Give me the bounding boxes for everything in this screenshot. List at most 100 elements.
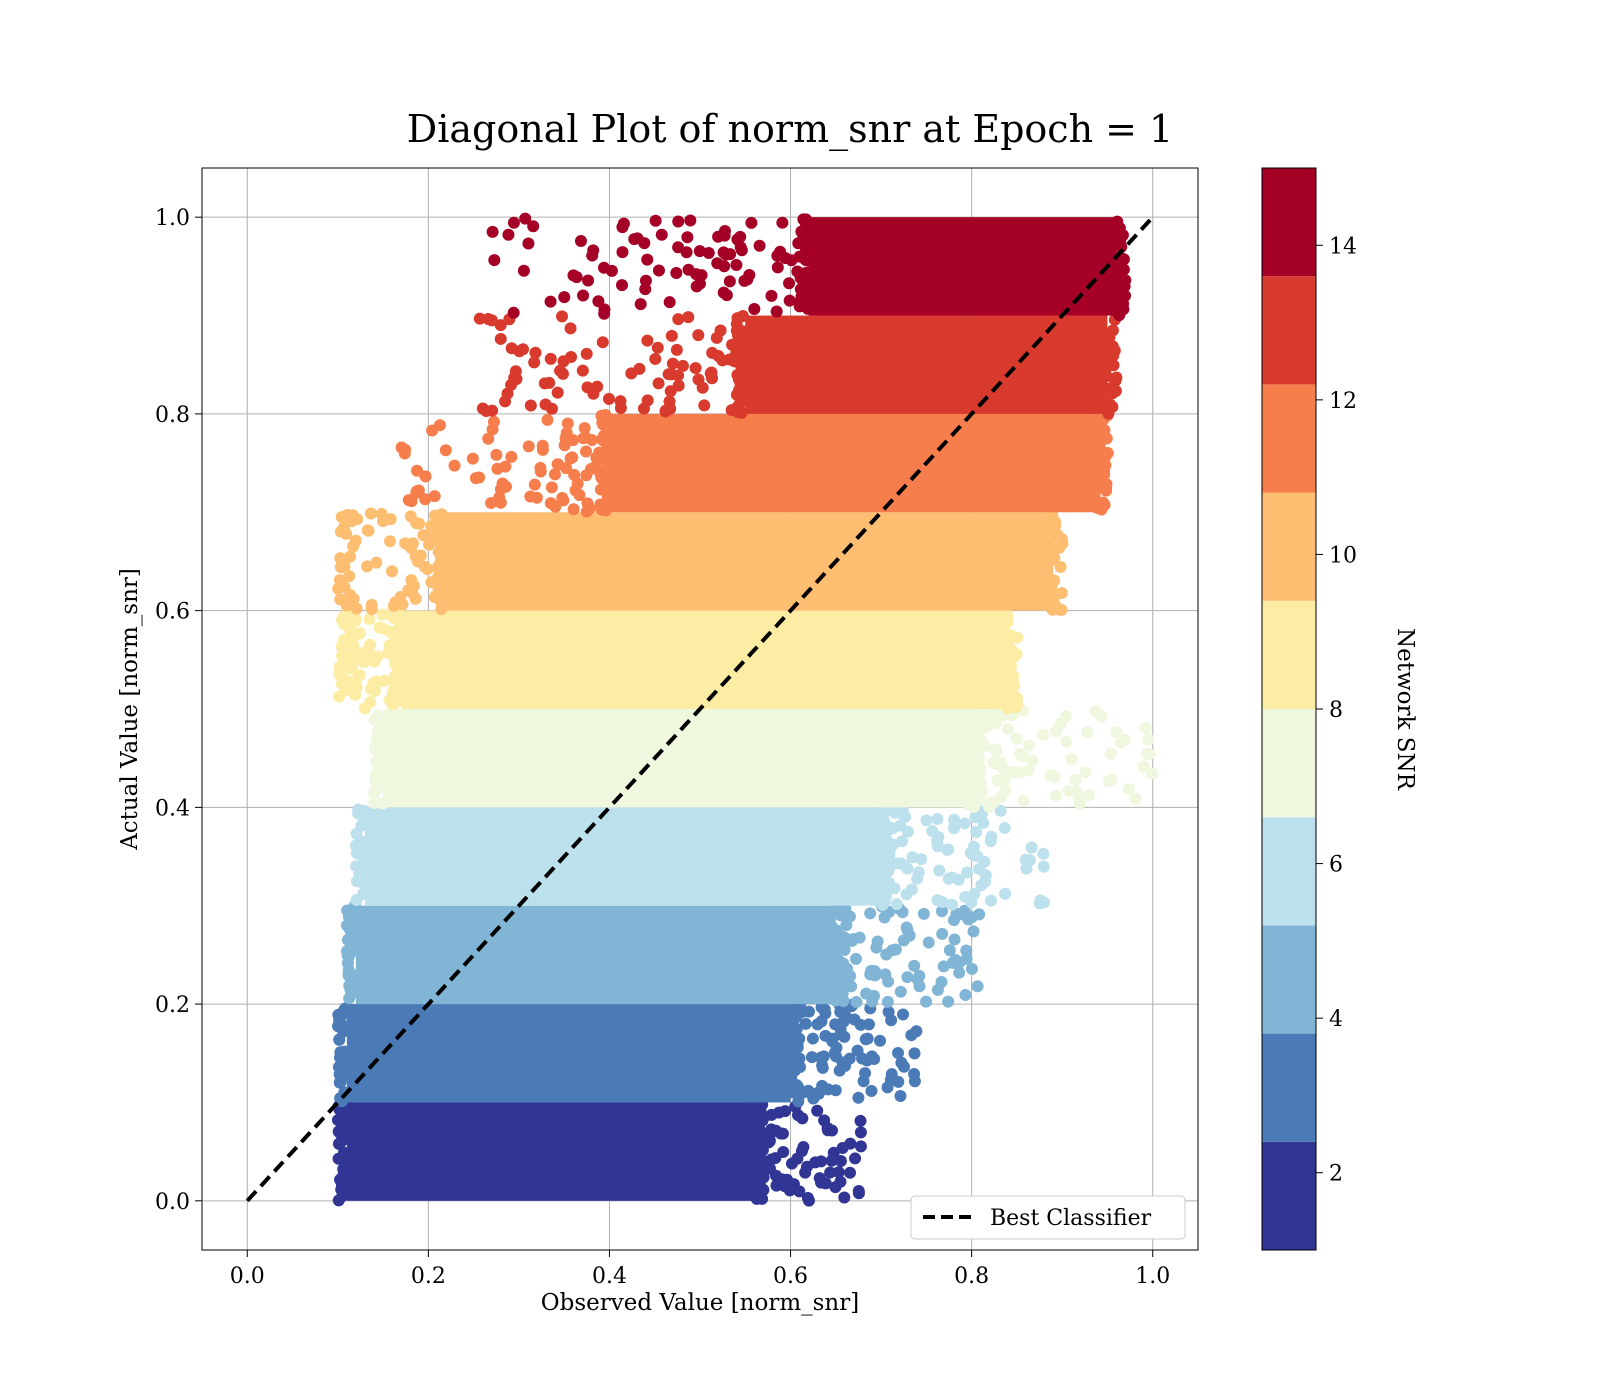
scatter-point [395, 692, 408, 705]
scatter-point [602, 448, 615, 461]
scatter-point [1095, 710, 1108, 723]
scatter-point [502, 228, 515, 241]
scatter-point [634, 298, 647, 311]
scatter-point [1009, 701, 1022, 714]
scatter-point [1047, 592, 1060, 605]
colorbar-band [1262, 168, 1316, 277]
scatter-point [999, 784, 1012, 797]
scatter-point [1059, 710, 1072, 723]
scatter-point [346, 945, 359, 958]
scatter-point [792, 237, 805, 250]
scatter-point [522, 440, 535, 453]
scatter-point [554, 364, 567, 377]
scatter-point [556, 492, 569, 505]
scatter-point [945, 898, 958, 911]
scatter-point [897, 934, 910, 947]
scatter-point [1100, 484, 1113, 497]
scatter-point [617, 217, 630, 230]
scatter-point [896, 835, 909, 848]
scatter-point [734, 230, 747, 243]
scatter-point [931, 983, 944, 996]
scatter-point [875, 834, 888, 847]
scatter-point [1089, 422, 1102, 435]
scatter-point [1116, 229, 1129, 242]
scatter-point [378, 674, 391, 687]
scatter-point [931, 840, 944, 853]
scatter-point [665, 329, 678, 342]
scatter-point [834, 1028, 847, 1041]
scatter-point [338, 1175, 351, 1188]
scatter-point [936, 896, 949, 909]
scatter-point [704, 367, 717, 380]
colorbar-band [1262, 1033, 1316, 1142]
scatter-point [1104, 747, 1117, 760]
scatter-point [726, 338, 739, 351]
scatter-point [419, 493, 432, 506]
scatter-point [844, 1137, 857, 1150]
scatter-point [830, 1050, 843, 1063]
scatter-point [370, 556, 383, 569]
scatter-point [908, 1068, 921, 1081]
scatter-point [711, 257, 724, 270]
scatter-point [392, 682, 405, 695]
y-axis-ticks: 0.0 0.2 0.4 0.6 0.8 1.0 [155, 206, 202, 1215]
scatter-point [527, 220, 540, 233]
scatter-point [854, 1126, 867, 1139]
scatter-point [879, 805, 892, 818]
scatter-point [853, 931, 866, 944]
scatter-point [959, 891, 972, 904]
scatter-point [676, 359, 689, 372]
scatter-point [1110, 726, 1123, 739]
scatter-point [332, 1137, 345, 1150]
scatter-point [894, 1090, 907, 1103]
scatter-point [1001, 615, 1014, 628]
scatter-point [376, 797, 389, 810]
scatter-point [672, 313, 685, 326]
scatter-point [738, 274, 751, 287]
scatter-point [791, 1152, 804, 1165]
colorbar-tick-label: 12 [1329, 389, 1357, 414]
scatter-point [971, 752, 984, 765]
scatter-point [829, 1181, 842, 1194]
scatter-point [834, 967, 847, 980]
scatter-point [787, 1084, 800, 1097]
scatter-point [1102, 407, 1115, 420]
scatter-point [1011, 631, 1024, 644]
scatter-point [800, 1160, 813, 1173]
scatter-point [898, 859, 911, 872]
scatter-point [487, 415, 500, 428]
scatter-point [736, 309, 749, 322]
scatter-point [886, 822, 899, 835]
scatter-point [879, 858, 892, 871]
scatter-point [666, 357, 679, 370]
scatter-point [1129, 792, 1142, 805]
scatter-point [1049, 789, 1062, 802]
scatter-point [1010, 732, 1023, 745]
y-tick-label: 0.6 [155, 600, 190, 625]
scatter-point [545, 481, 558, 494]
scatter-point [799, 245, 812, 258]
scatter-point [953, 966, 966, 979]
scatter-point [384, 625, 397, 638]
scatter-point [693, 245, 706, 258]
scatter-band-core [401, 610, 1008, 709]
scatter-point [998, 822, 1011, 835]
scatter-point [349, 688, 362, 701]
scatter-point [670, 266, 683, 279]
scatter-point [908, 1047, 921, 1060]
scatter-point [684, 214, 697, 227]
scatter-point [961, 866, 974, 879]
scatter-point [665, 368, 678, 381]
scatter-point [577, 289, 590, 302]
scatter-point [663, 296, 676, 309]
scatter-point [374, 721, 387, 734]
scatter-point [529, 346, 542, 359]
scatter-point [371, 731, 384, 744]
scatter-point [357, 864, 370, 877]
scatter-point [549, 500, 562, 513]
scatter-point [1004, 658, 1017, 671]
scatter-point [1037, 847, 1050, 860]
colorbar-title: Network SNR [1392, 628, 1418, 791]
scatter-point [915, 853, 928, 866]
scatter-point [985, 894, 998, 907]
